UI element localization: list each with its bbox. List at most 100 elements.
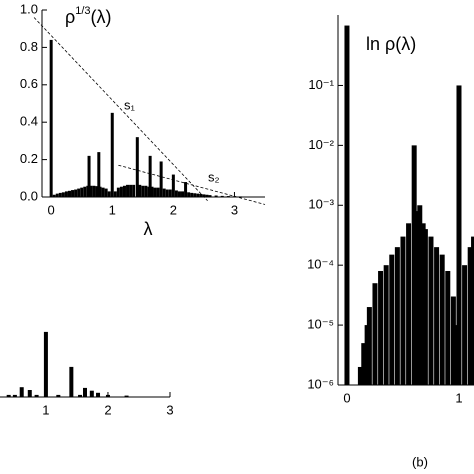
bar — [361, 343, 367, 385]
y-tick-label: 10⁻⁵ — [307, 317, 334, 332]
panel-label: (b) — [412, 454, 428, 469]
x-label: λ — [144, 219, 153, 239]
bar — [71, 190, 75, 197]
bar — [174, 190, 178, 197]
y-tick-label: 10⁻⁶ — [307, 376, 334, 391]
bar — [439, 254, 445, 385]
bar — [89, 390, 94, 397]
fit-label: s₂ — [208, 169, 220, 184]
bar — [187, 192, 191, 197]
fit-line — [118, 164, 266, 205]
bar — [124, 395, 129, 397]
bar — [122, 185, 126, 197]
bar — [165, 189, 169, 197]
bar — [56, 394, 61, 397]
bar — [83, 387, 87, 397]
bar — [95, 186, 99, 197]
bar — [171, 174, 175, 197]
bar — [214, 195, 218, 197]
bar — [422, 229, 428, 385]
fit-label: s₁ — [124, 97, 136, 112]
bar — [135, 137, 139, 197]
y-tick-label: 1.0 — [20, 1, 38, 16]
bar — [190, 192, 194, 197]
x-tick-label: 3 — [166, 402, 173, 417]
bar — [83, 186, 87, 197]
bar — [153, 187, 157, 197]
y-label: ρ1/3(λ) — [65, 5, 112, 27]
bar — [467, 247, 473, 385]
y-tick-label: 10⁻² — [308, 137, 334, 152]
bar — [239, 196, 243, 197]
bar — [87, 155, 91, 197]
bar — [52, 194, 56, 197]
bar — [177, 191, 181, 197]
bar — [126, 184, 130, 197]
bar — [413, 211, 419, 385]
bar — [58, 192, 62, 197]
bar — [417, 205, 423, 385]
y-tick-label: 10⁻⁴ — [307, 257, 334, 272]
bar — [394, 247, 400, 385]
bar — [6, 394, 11, 397]
bar — [406, 223, 412, 385]
bar — [27, 390, 32, 397]
bar — [150, 186, 154, 197]
bar — [69, 366, 74, 397]
bar — [199, 194, 203, 197]
y-label-part: 1/3 — [75, 5, 90, 17]
bar — [132, 184, 136, 197]
bar — [389, 254, 395, 385]
bar — [67, 190, 71, 197]
bar — [471, 236, 474, 385]
y-tick-label: 10⁻¹ — [308, 77, 334, 92]
x-tick-label: 3 — [231, 202, 238, 217]
chart-title: ln ρ(λ) — [366, 34, 416, 54]
y-tick-label: 0.8 — [20, 39, 38, 54]
bar — [141, 185, 145, 197]
bar — [428, 236, 434, 385]
fit-line — [33, 17, 208, 202]
bar — [105, 394, 110, 397]
y-tick-label: 0.2 — [20, 151, 38, 166]
x-tick-label: 0 — [343, 390, 350, 405]
bar — [450, 296, 456, 385]
x-tick-label: 1 — [109, 202, 116, 217]
bar — [101, 187, 105, 197]
bar — [344, 25, 350, 386]
x-tick-label: 1 — [455, 390, 462, 405]
bar — [89, 185, 93, 197]
bar — [196, 193, 200, 197]
bar — [12, 394, 17, 397]
bar — [400, 236, 406, 385]
bar — [116, 187, 120, 197]
bar — [80, 187, 84, 197]
y-label-part: (λ) — [91, 7, 112, 27]
bar — [77, 188, 81, 197]
bar — [205, 194, 209, 197]
bar — [168, 189, 172, 197]
bar — [456, 85, 462, 385]
y-tick-label: 10⁻³ — [308, 197, 334, 212]
bar — [357, 366, 363, 385]
bar — [110, 112, 114, 197]
bar — [19, 387, 24, 397]
x-tick-label: 0 — [48, 202, 55, 217]
bar — [220, 195, 224, 197]
bar — [113, 191, 117, 197]
bar — [378, 270, 384, 385]
bar — [202, 194, 206, 197]
bar — [43, 331, 48, 397]
bar — [138, 184, 142, 197]
bar — [226, 196, 230, 197]
bar — [366, 307, 372, 385]
bar — [445, 270, 451, 385]
bar — [96, 392, 101, 397]
bar — [434, 247, 440, 385]
bar — [49, 39, 53, 197]
bar — [119, 186, 123, 197]
bar — [107, 191, 111, 197]
x-tick-label: 2 — [170, 202, 177, 217]
